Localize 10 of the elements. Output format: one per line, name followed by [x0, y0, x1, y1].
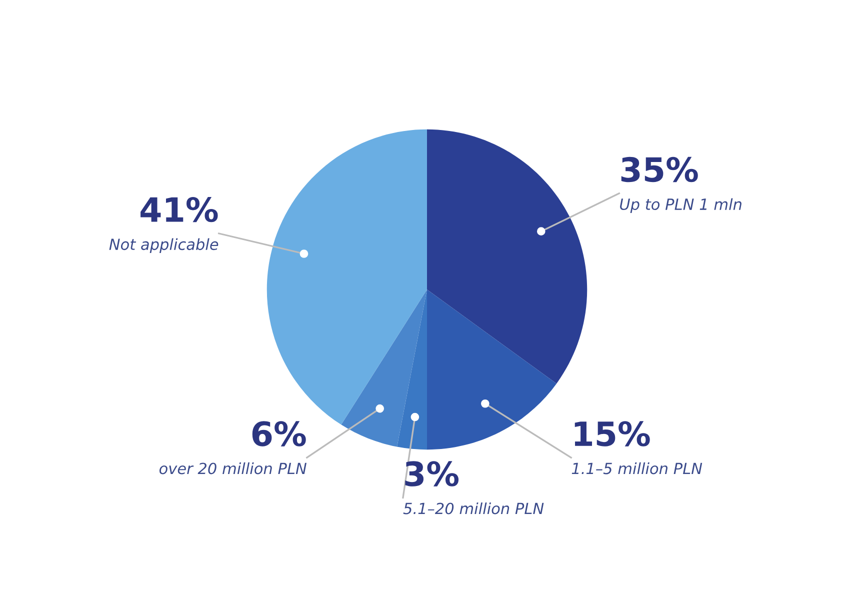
data-label: 35%: [621, 156, 698, 182]
slice-label: over 20 million PLN: [159, 462, 306, 474]
data-label: 3%: [405, 461, 459, 486]
data-label: 41%: [140, 196, 218, 222]
slice-label: 1.1–5 million PLN: [572, 462, 702, 474]
data-label: 6%: [252, 421, 306, 446]
slice-label: Up to PLN 1 mln: [620, 198, 742, 213]
slice-label: Not applicable: [109, 238, 218, 254]
slice-label: 5.1–20 million PLN: [403, 502, 544, 514]
data-label: 15%: [574, 421, 650, 446]
